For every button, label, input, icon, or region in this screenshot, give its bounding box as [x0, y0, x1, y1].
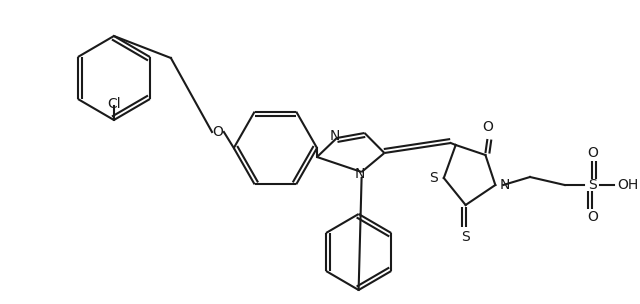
Text: S: S — [429, 171, 438, 185]
Text: O: O — [482, 120, 493, 134]
Text: O: O — [212, 125, 223, 139]
Text: S: S — [461, 230, 470, 244]
Text: O: O — [587, 210, 598, 224]
Text: N: N — [330, 129, 340, 143]
Text: O: O — [587, 146, 598, 160]
Text: N: N — [500, 178, 511, 192]
Text: OH: OH — [618, 178, 639, 192]
Text: Cl: Cl — [107, 97, 121, 111]
Text: N: N — [355, 167, 365, 181]
Text: S: S — [588, 178, 596, 192]
